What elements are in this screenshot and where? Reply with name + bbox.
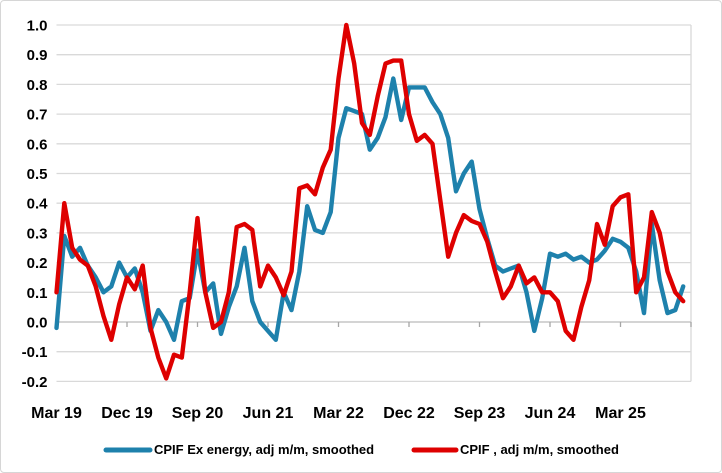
y-tick-label-0.0: 0.0 [27, 315, 48, 332]
axis-labels-layer: 1.0 0.9 0.8 0.7 0.6 0.5 0.4 0.3 0.2 0.1 0.0 -0.1 -0.… [22, 18, 646, 423]
series-layer [54, 22, 686, 381]
y-tick-label--0.1: -0.1 [22, 344, 48, 361]
y-tick-label-0.4: 0.4 [27, 196, 49, 213]
cpif-line [54, 22, 686, 381]
y-tick-label-0.3: 0.3 [27, 225, 48, 242]
y-tick-label--0.2: -0.2 [22, 374, 48, 391]
legend-label-cpif-ex-energy: CPIF Ex energy, adj m/m, smoothed [154, 442, 374, 457]
x-tick-label-Mar-25: Mar 25 [595, 405, 646, 422]
y-tick-label-0.8: 0.8 [27, 77, 48, 94]
x-tick-label-Jun-21: Jun 21 [243, 405, 294, 422]
x-tick-label-Sep-23: Sep 23 [454, 405, 506, 422]
x-tick-label-Mar-22: Mar 22 [313, 405, 364, 422]
chart-legend: CPIF Ex energy, adj m/m, smoothed CPIF ,… [103, 442, 619, 457]
y-tick-label-1.0: 1.0 [27, 18, 48, 35]
y-tick-label-0.9: 0.9 [27, 47, 48, 64]
cpif-ex-energy-line [54, 76, 686, 342]
x-tick-label-Jun-24: Jun 24 [525, 405, 576, 422]
y-tick-label-0.5: 0.5 [27, 166, 48, 183]
x-tick-label-Dec-22: Dec 22 [383, 405, 435, 422]
x-tick-label-Mar-19: Mar 19 [31, 405, 82, 422]
y-tick-label-0.2: 0.2 [27, 255, 48, 272]
axes-layer [55, 321, 692, 327]
y-tick-label-0.7: 0.7 [27, 107, 48, 124]
x-tick-label-Sep-20: Sep 20 [172, 405, 224, 422]
y-tick-label-0.6: 0.6 [27, 136, 48, 153]
y-tick-label-0.1: 0.1 [27, 285, 48, 302]
x-tick-label-Dec-19: Dec 19 [101, 405, 153, 422]
legend-label-cpif: CPIF , adj m/m, smoothed [460, 442, 619, 457]
